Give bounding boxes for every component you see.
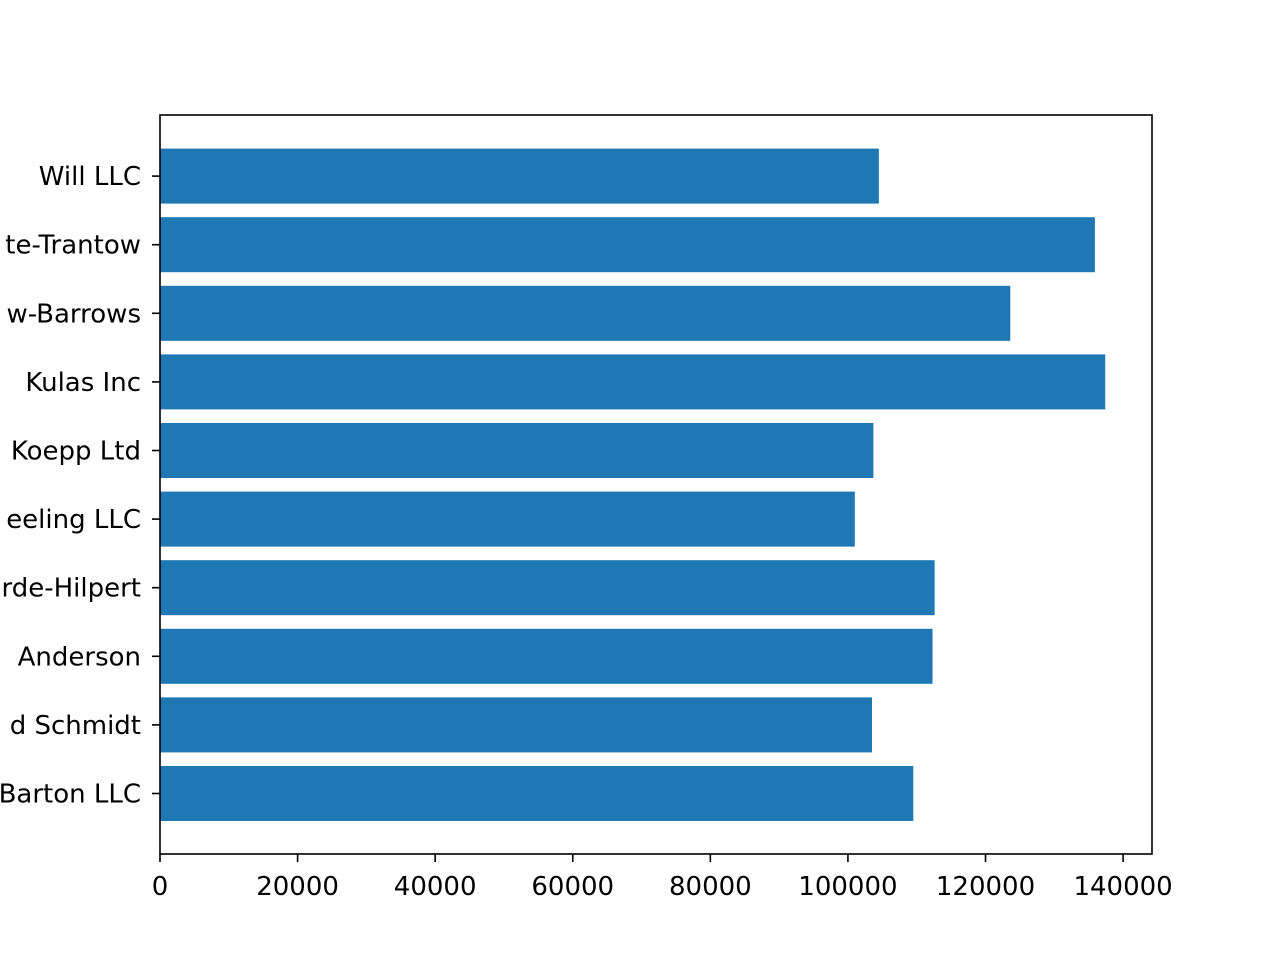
y-tick-label: Anderson — [18, 642, 141, 672]
x-tick-label: 20000 — [256, 872, 339, 902]
y-tick-label: Will LLC — [39, 162, 141, 192]
y-tick-label: Kulas Inc — [25, 368, 141, 398]
bar — [160, 560, 935, 616]
y-axis: Barton LLC d Schmidt Anderson rde-Hilpert ee… — [0, 162, 160, 810]
x-axis: 0 20000 40000 60000 80000 100000 120000 140000 — [152, 854, 1173, 902]
y-tick-label: w-Barrows — [6, 299, 141, 329]
x-tick-label: 120000 — [936, 872, 1035, 902]
bar — [160, 697, 873, 753]
y-tick-label: te-Trantow — [5, 231, 141, 261]
x-tick-label: 40000 — [394, 872, 477, 902]
plot-frame — [159, 114, 1153, 855]
y-tick-label: rde-Hilpert — [2, 574, 142, 604]
bar — [160, 148, 879, 204]
bar — [160, 354, 1106, 410]
y-tick-label: d Schmidt — [10, 711, 141, 741]
bar — [160, 766, 914, 821]
y-tick-label: Barton LLC — [0, 780, 141, 810]
bar — [160, 491, 855, 547]
bar — [160, 217, 1095, 273]
bar — [160, 285, 1011, 341]
x-tick-label: 0 — [152, 872, 169, 902]
y-tick-label: eeling LLC — [6, 505, 141, 535]
x-tick-label: 60000 — [531, 872, 614, 902]
bars-layer — [160, 148, 1106, 821]
y-tick-label: Koepp Ltd — [11, 437, 141, 467]
x-tick-label: 80000 — [669, 872, 752, 902]
bar — [160, 628, 933, 684]
x-tick-label: 140000 — [1073, 872, 1172, 902]
bar — [160, 423, 874, 478]
x-tick-label: 100000 — [798, 872, 897, 902]
